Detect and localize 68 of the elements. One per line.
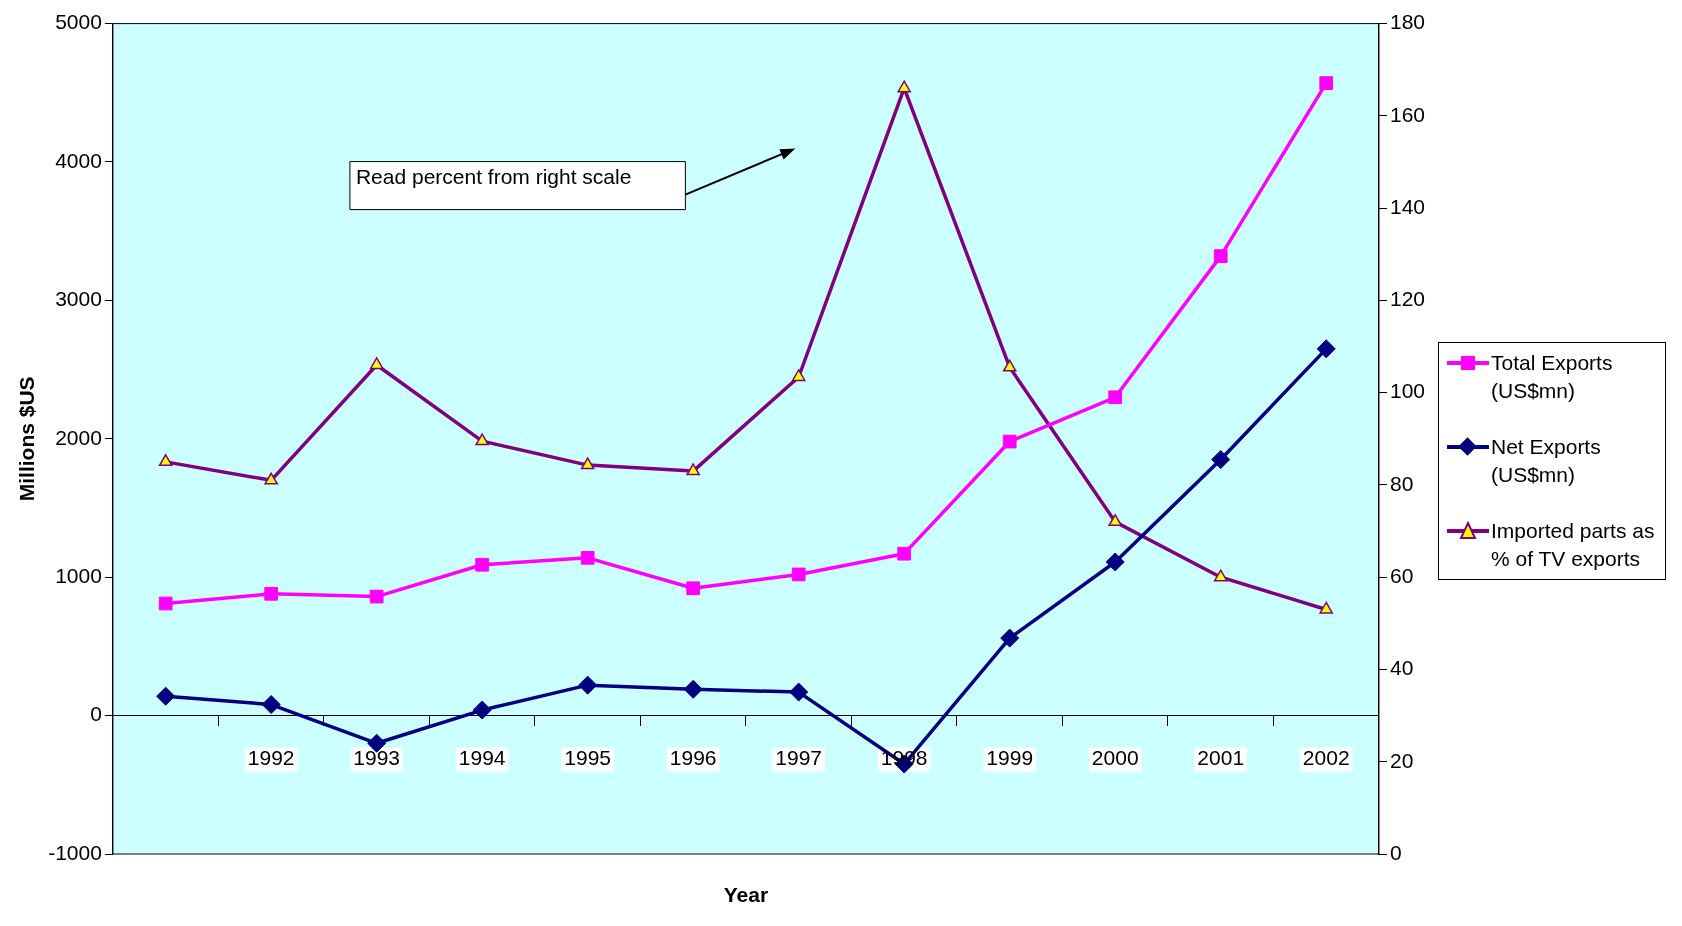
- point: [1108, 514, 1123, 527]
- point: [683, 679, 703, 699]
- y2-tick-label: 100: [1389, 379, 1426, 403]
- x-tick-label: 1996: [669, 746, 717, 770]
- point: [1108, 390, 1123, 405]
- x-tick-label: 1997: [775, 746, 823, 770]
- y-tick-label: 0: [90, 702, 102, 726]
- x-tick-label: 1994: [458, 746, 506, 770]
- point: [580, 457, 595, 470]
- point: [1211, 450, 1231, 470]
- point: [789, 682, 809, 702]
- y-tick-label: 2000: [55, 425, 102, 449]
- point: [261, 695, 281, 715]
- point: [1213, 249, 1228, 263]
- point: [1319, 601, 1334, 614]
- point: [686, 463, 700, 476]
- y-tick-label: 1000: [55, 564, 102, 587]
- point: [369, 589, 384, 604]
- x-tick-label: 1993: [353, 746, 401, 770]
- annotation: Read percent from right scale: [355, 165, 632, 189]
- point: [264, 586, 279, 601]
- point: [158, 596, 173, 611]
- point: [578, 675, 598, 695]
- x-tick-label: 1999: [986, 746, 1034, 770]
- point: [1000, 628, 1020, 648]
- x-tick-label: 2000: [1091, 746, 1139, 770]
- y-tick-label: -1000: [48, 840, 102, 864]
- x-tick-label: 1995: [564, 746, 612, 770]
- point: [1316, 339, 1336, 359]
- point: [367, 733, 387, 753]
- point: [1002, 434, 1017, 449]
- y2-tick-label: 60: [1389, 564, 1414, 587]
- y-axis-title: Millions $US: [15, 376, 39, 502]
- y2-tick-label: 120: [1389, 287, 1426, 311]
- y-tick-label: 4000: [55, 148, 102, 172]
- point: [897, 80, 912, 93]
- point: [791, 369, 806, 382]
- y2-tick-label: 0: [1389, 840, 1402, 864]
- point: [264, 472, 278, 485]
- y-tick-label: 3000: [55, 287, 102, 311]
- y-tick-label: 5000: [55, 10, 102, 34]
- point: [791, 567, 806, 582]
- point: [475, 433, 489, 446]
- legend-label: Net Exports (US$mn): [1491, 434, 1602, 488]
- x-axis-title: Year: [723, 882, 769, 906]
- point: [1105, 552, 1125, 572]
- point: [158, 454, 173, 467]
- point: [475, 557, 490, 572]
- x-tick-label: 2001: [1197, 746, 1245, 770]
- y2-tick-label: 140: [1389, 194, 1426, 218]
- point: [1213, 569, 1228, 582]
- x-tick-label: 2002: [1302, 746, 1350, 770]
- y2-tick-label: 160: [1389, 102, 1426, 126]
- y2-tick-label: 40: [1389, 656, 1414, 680]
- point: [472, 700, 492, 720]
- point: [156, 686, 176, 706]
- legend-label: Total Exports (US$mn): [1491, 350, 1614, 404]
- point: [369, 357, 384, 370]
- y2-tick-label: 20: [1389, 748, 1414, 772]
- point: [1002, 359, 1017, 372]
- point: [897, 546, 912, 561]
- legend-label: Imported parts as % of TV exports: [1491, 518, 1656, 572]
- x-tick-label: 1992: [247, 746, 295, 770]
- y2-tick-label: 180: [1389, 10, 1426, 34]
- point: [686, 581, 701, 596]
- point: [580, 550, 595, 565]
- y2-tick-label: 80: [1389, 471, 1414, 495]
- point: [1319, 76, 1334, 90]
